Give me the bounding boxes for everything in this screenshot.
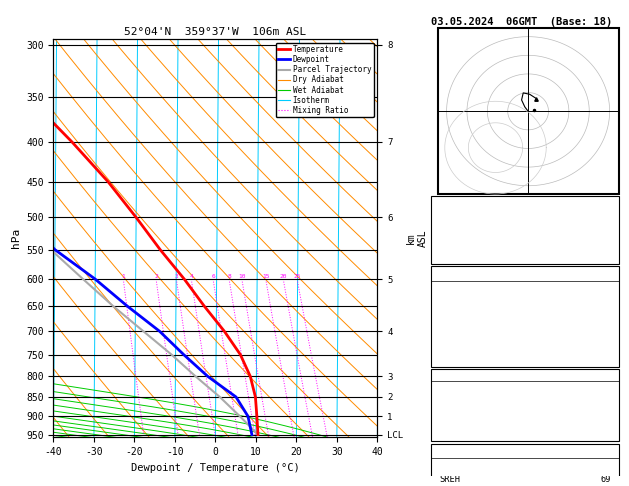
Text: 69: 69	[601, 475, 611, 484]
X-axis label: Dewpoint / Temperature (°C): Dewpoint / Temperature (°C)	[131, 463, 300, 473]
Text: Lifted Index: Lifted Index	[439, 407, 502, 416]
Text: Temp (°C): Temp (°C)	[439, 283, 486, 292]
Text: θe(K): θe(K)	[439, 312, 465, 321]
Text: 4: 4	[189, 274, 193, 279]
Text: 302: 302	[596, 312, 611, 321]
Text: 0: 0	[606, 419, 611, 428]
Legend: Temperature, Dewpoint, Parcel Trajectory, Dry Adiabat, Wet Adiabat, Isotherm, Mi: Temperature, Dewpoint, Parcel Trajectory…	[276, 43, 374, 117]
Text: 3: 3	[174, 274, 178, 279]
Y-axis label: km
ASL: km ASL	[406, 229, 428, 247]
Text: CAPE (J): CAPE (J)	[439, 419, 481, 428]
Text: 9.2: 9.2	[596, 283, 611, 292]
Text: 47: 47	[601, 226, 611, 235]
Text: Dewp (°C): Dewp (°C)	[439, 297, 486, 307]
Text: 2: 2	[154, 274, 158, 279]
Text: PW (cm): PW (cm)	[439, 248, 476, 257]
Text: 0: 0	[606, 355, 611, 364]
Text: 19: 19	[601, 461, 611, 470]
Text: Surface: Surface	[506, 269, 544, 278]
Text: 1: 1	[121, 274, 125, 279]
Text: 8.7: 8.7	[596, 297, 611, 307]
Text: 20: 20	[279, 274, 287, 279]
Text: 2.36: 2.36	[590, 248, 611, 257]
Text: 25: 25	[293, 274, 301, 279]
Text: 10: 10	[238, 274, 245, 279]
Text: θe (K): θe (K)	[439, 395, 470, 403]
Text: CIN (J): CIN (J)	[439, 355, 476, 364]
Text: 0: 0	[606, 341, 611, 349]
Title: 52°04'N  359°37'W  106m ASL: 52°04'N 359°37'W 106m ASL	[125, 27, 306, 37]
Text: 03.05.2024  06GMT  (Base: 18): 03.05.2024 06GMT (Base: 18)	[431, 17, 613, 27]
Text: 8: 8	[227, 274, 231, 279]
Text: Most Unstable: Most Unstable	[490, 370, 560, 380]
Text: 2: 2	[606, 407, 611, 416]
Text: 314: 314	[596, 395, 611, 403]
Bar	[431, 369, 619, 441]
Text: 26: 26	[601, 203, 611, 212]
Bar	[431, 266, 619, 366]
Text: Hodograph: Hodograph	[501, 446, 549, 455]
Text: 10: 10	[601, 326, 611, 335]
Text: 15: 15	[262, 274, 269, 279]
Bar	[431, 444, 619, 486]
Text: 750: 750	[596, 382, 611, 392]
Text: 6: 6	[211, 274, 215, 279]
Bar	[438, 28, 619, 194]
Y-axis label: hPa: hPa	[11, 228, 21, 248]
Text: SREH: SREH	[439, 475, 460, 484]
Text: CIN (J): CIN (J)	[439, 431, 476, 440]
Text: Lifted Index: Lifted Index	[439, 326, 502, 335]
Text: CAPE (J): CAPE (J)	[439, 341, 481, 349]
Text: kt: kt	[443, 35, 454, 44]
Text: K: K	[439, 203, 444, 212]
Text: Totals Totals: Totals Totals	[439, 226, 507, 235]
Text: 0: 0	[606, 431, 611, 440]
Text: EH: EH	[439, 461, 450, 470]
Text: Pressure (mb): Pressure (mb)	[439, 382, 507, 392]
Bar	[431, 196, 619, 264]
